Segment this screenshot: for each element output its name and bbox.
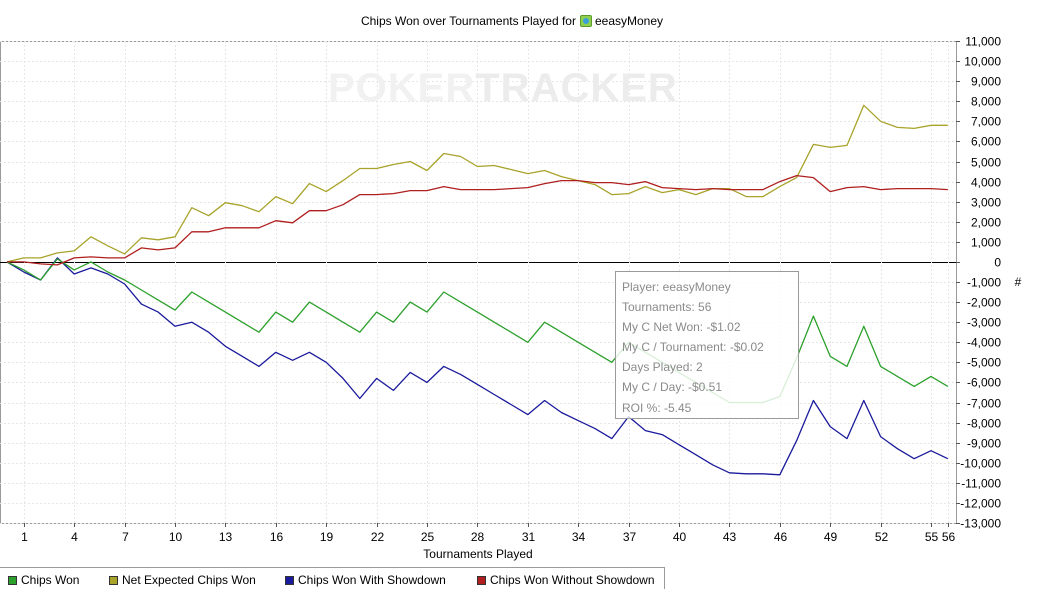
y-tick-label: 10,000 xyxy=(964,55,1001,69)
legend-item-chips-won[interactable]: Chips Won xyxy=(8,573,79,587)
y-tick-label: -7,000 xyxy=(967,397,1001,411)
legend-label: Chips Won With Showdown xyxy=(298,573,446,587)
tooltip-per-day: My C / Day: -$0.51 xyxy=(622,380,723,395)
legend-label: Chips Won xyxy=(21,573,80,587)
legend-swatch xyxy=(8,576,17,585)
legend-item-without-showdown[interactable]: Chips Won Without Showdown xyxy=(477,573,655,587)
pokertracker-watermark: POKERTRACKER xyxy=(328,66,678,110)
x-tick-label: 4 xyxy=(71,530,78,544)
y-axis-label: # xyxy=(1015,275,1022,289)
y-tick-label: -12,000 xyxy=(960,497,1001,511)
x-tick-label: 55 xyxy=(925,530,939,544)
x-tick-label: 52 xyxy=(875,530,889,544)
x-tick-label: 16 xyxy=(270,530,284,544)
x-tick-label: 28 xyxy=(471,530,485,544)
x-tick-label: 1 xyxy=(21,530,28,544)
legend-label: Net Expected Chips Won xyxy=(122,573,256,587)
chart-title: Chips Won over Tournaments Played for eea… xyxy=(0,14,1024,28)
x-axis-label: Tournaments Played xyxy=(423,547,532,561)
y-tick-label: 11,000 xyxy=(965,35,1001,49)
x-tick-label: 19 xyxy=(320,530,334,544)
x-tick-label: 37 xyxy=(623,530,637,544)
x-tick-label: 46 xyxy=(774,530,788,544)
y-tick-label: -9,000 xyxy=(967,437,1001,451)
x-tick-label: 25 xyxy=(421,530,435,544)
chart-title-player: eeasyMoney xyxy=(594,14,664,28)
stats-tooltip: Player: eeasyMoney Tournaments: 56 My C … xyxy=(615,271,799,419)
legend-swatch xyxy=(109,576,118,585)
x-tick-label: 49 xyxy=(824,530,838,544)
series-line-chips-won-with-showdown xyxy=(6,257,949,476)
legend-swatch xyxy=(285,576,294,585)
y-tick-label: -4,000 xyxy=(967,336,1001,350)
y-tick-label: -10,000 xyxy=(960,457,1001,471)
x-tick-label: 43 xyxy=(723,530,737,544)
y-tick-label: 6,000 xyxy=(971,135,1001,149)
x-tick-label: 13 xyxy=(219,530,233,544)
y-tick-label: 9,000 xyxy=(971,75,1001,89)
y-tick-label: 7,000 xyxy=(971,115,1001,129)
x-tick-label: 7 xyxy=(122,530,129,544)
chart-title-text: Chips Won over Tournaments Played for xyxy=(360,14,576,28)
series-line-chips-won-without-showdown xyxy=(7,174,948,266)
legend-swatch xyxy=(477,576,486,585)
x-tick-label: 10 xyxy=(169,530,183,544)
y-tick-label: -1,000 xyxy=(967,276,1001,290)
x-tick-label: 56 xyxy=(942,530,956,544)
tooltip-tournaments: Tournaments: 56 xyxy=(622,300,712,315)
y-tick-label: -11,000 xyxy=(961,477,1001,491)
y-tick-label: 1,000 xyxy=(971,236,1001,250)
player-icon xyxy=(579,15,592,27)
tooltip-player: Player: eeasyMoney xyxy=(622,280,731,294)
tooltip-roi: ROI %: -5.45 xyxy=(622,400,692,415)
y-tick-label: 2,000 xyxy=(971,216,1001,230)
tooltip-days-played: Days Played: 2 xyxy=(622,360,703,375)
chart-legend: Chips Won Net Expected Chips Won Chips W… xyxy=(0,567,665,589)
y-tick-label: 0 xyxy=(994,256,1001,270)
tooltip-net-won: My C Net Won: -$1.02 xyxy=(622,320,741,335)
y-tick-label: 3,000 xyxy=(971,196,1001,210)
y-tick-label: 4,000 xyxy=(971,176,1001,190)
y-tick-label: -13,000 xyxy=(960,517,1001,531)
y-tick-label: 5,000 xyxy=(971,156,1001,170)
tooltip-per-tournament: My C / Tournament: -$0.02 xyxy=(622,340,764,355)
y-tick-label: -8,000 xyxy=(967,417,1001,431)
y-tick-label: 8,000 xyxy=(971,95,1001,109)
x-tick-label: 40 xyxy=(673,530,687,544)
series-line-net-expected-chips-won xyxy=(6,104,948,263)
y-tick-label: -2,000 xyxy=(967,296,1001,310)
x-tick-label: 34 xyxy=(572,530,586,544)
y-tick-label: -6,000 xyxy=(967,376,1001,390)
legend-label: Chips Won Without Showdown xyxy=(490,573,655,587)
x-tick-label: 31 xyxy=(522,530,536,544)
y-tick-label: -5,000 xyxy=(967,356,1001,370)
x-tick-label: 22 xyxy=(371,530,385,544)
y-tick-label: -3,000 xyxy=(967,316,1001,330)
legend-item-with-showdown[interactable]: Chips Won With Showdown xyxy=(285,573,446,587)
legend-item-net-expected[interactable]: Net Expected Chips Won xyxy=(109,573,256,587)
